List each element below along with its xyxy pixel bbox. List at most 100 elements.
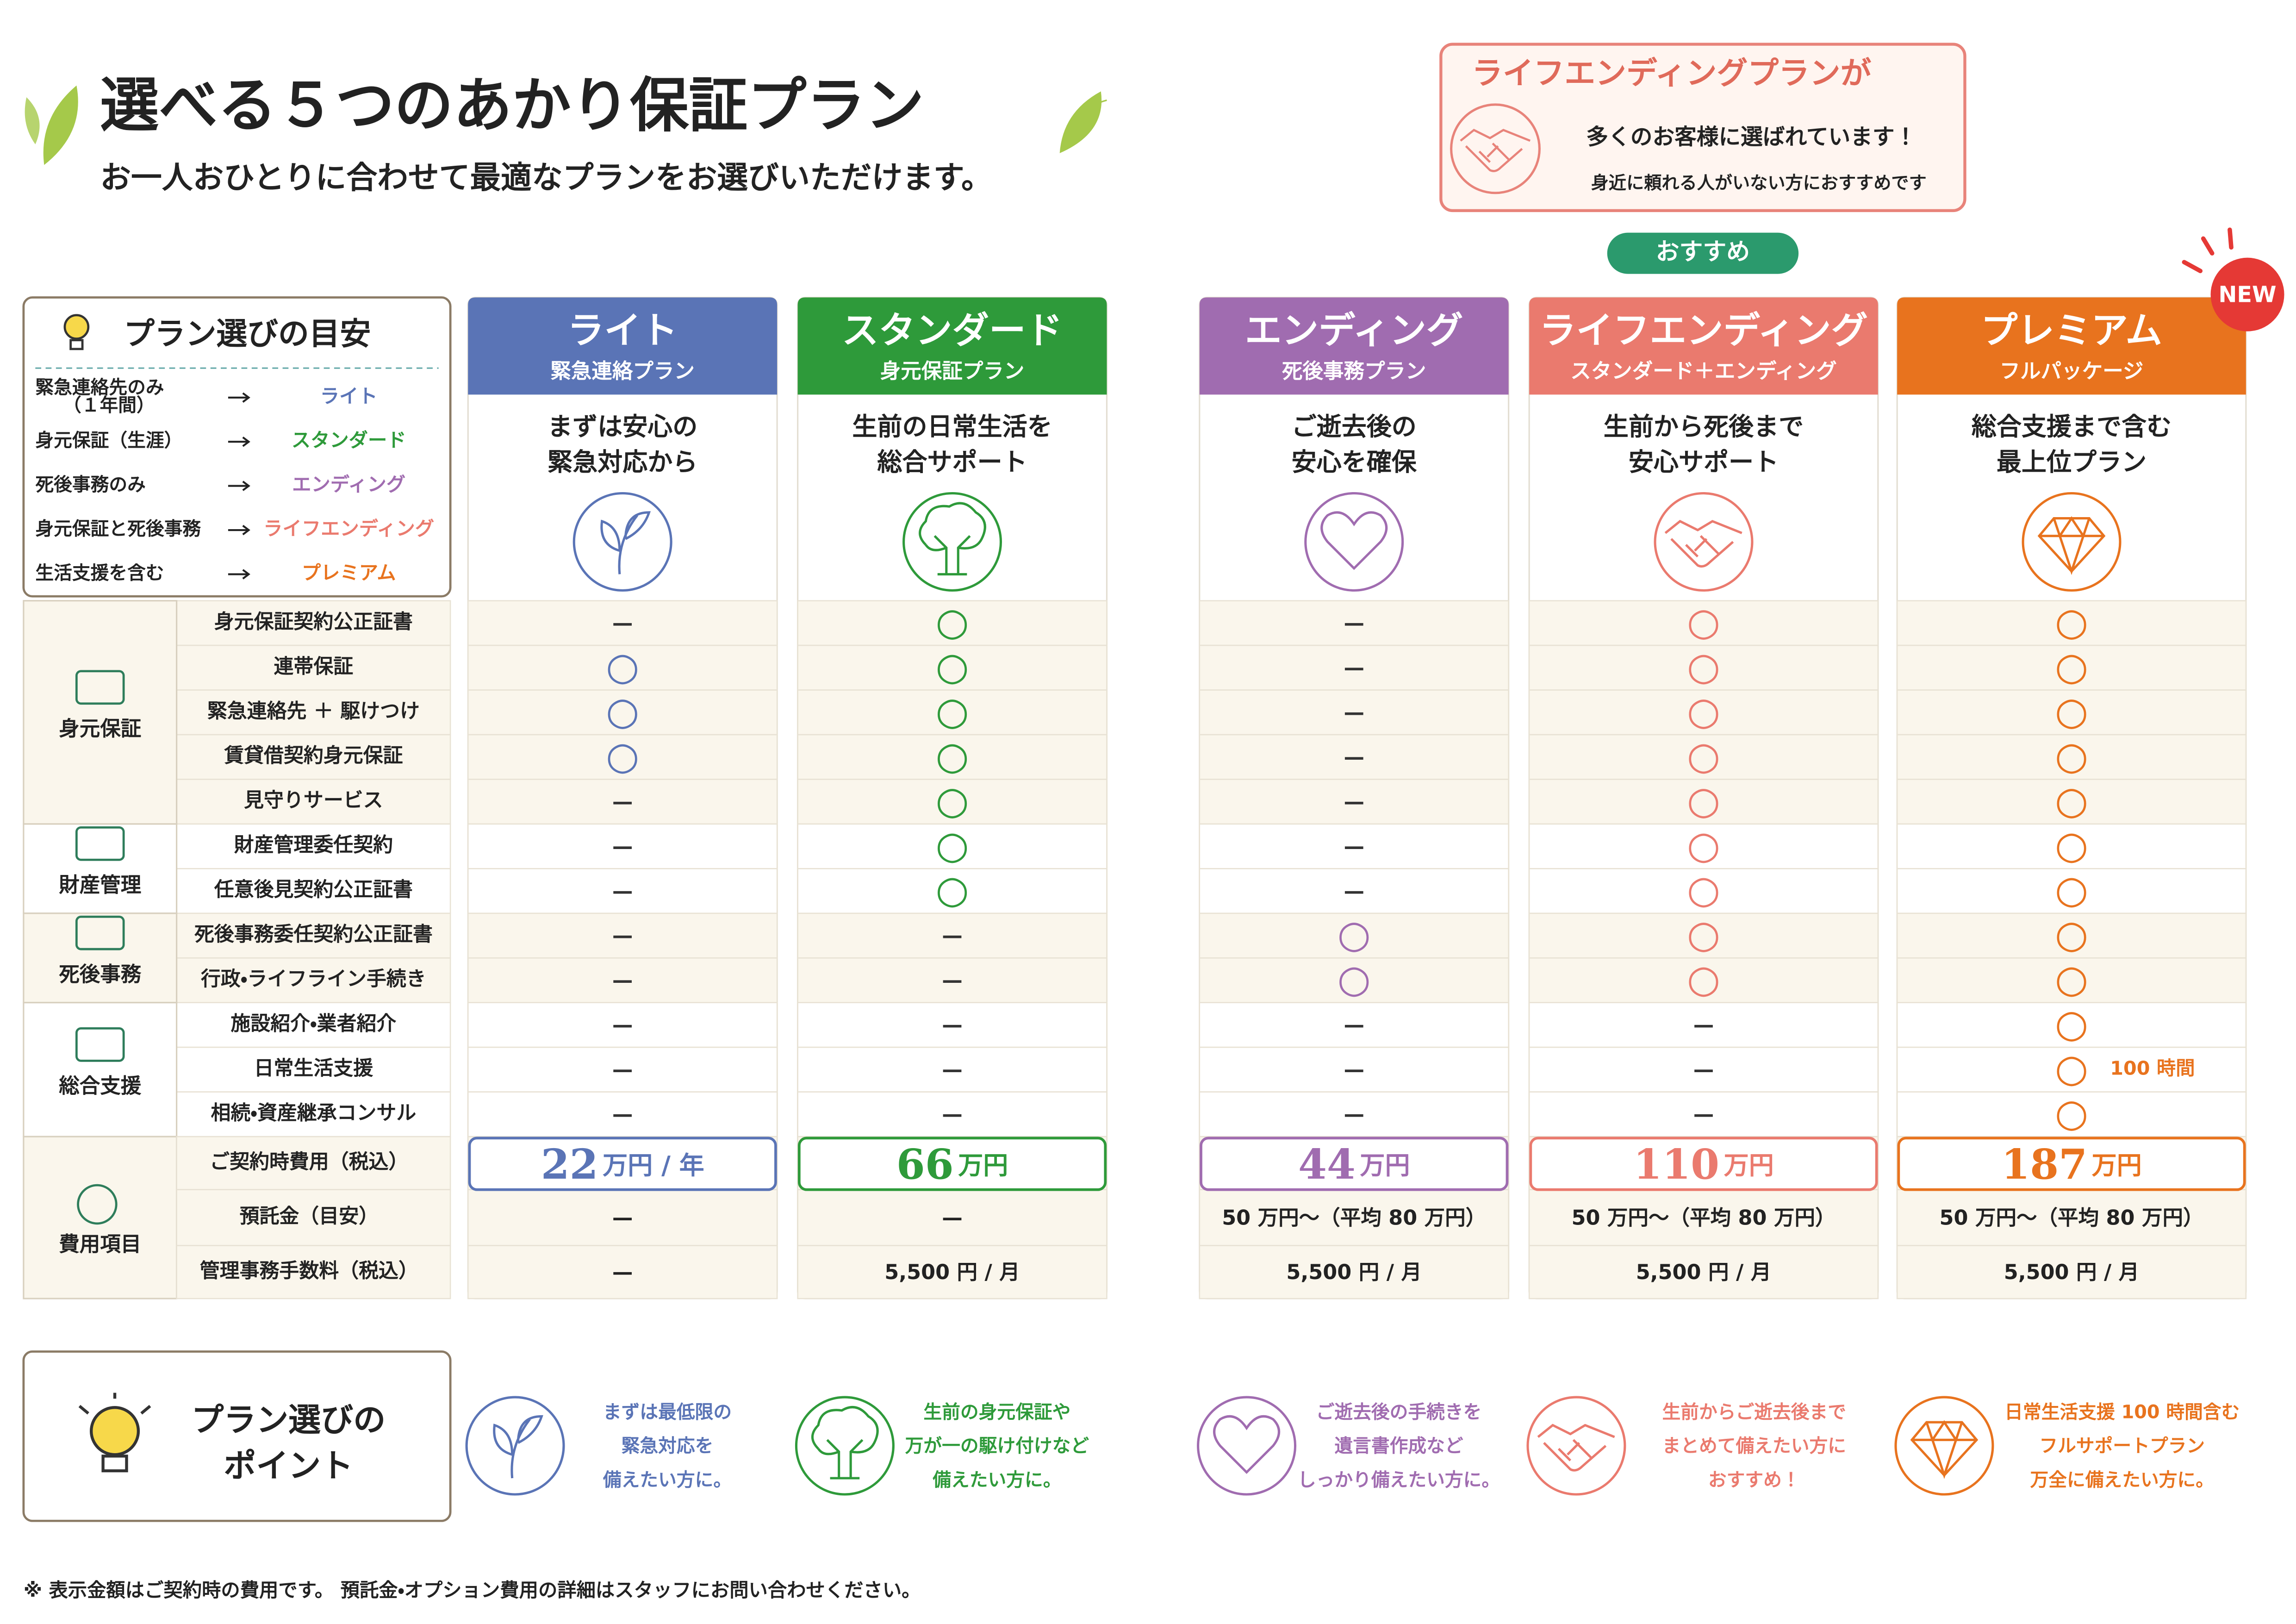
item-name: 日常生活支援: [254, 1057, 374, 1080]
item-name: 施設紹介・業者紹介: [230, 1012, 396, 1035]
price-box: [1200, 1137, 1509, 1191]
row-band: [176, 1189, 451, 1246]
point-text: おすすめ！: [1708, 1469, 1800, 1491]
bulb-icon: [63, 314, 90, 350]
excluded-mark: —: [612, 835, 633, 858]
plan-header: [1897, 297, 2246, 395]
included-mark: ○: [1687, 689, 1720, 733]
included-mark: ○: [2055, 823, 2088, 868]
item-name: 相続・資産継承コンサル: [211, 1101, 416, 1124]
category-cell: [23, 1002, 178, 1137]
item-note: 100 時間: [2110, 1057, 2195, 1079]
icon-ring: [902, 492, 1002, 592]
row-band: [467, 689, 778, 736]
plan-header: [468, 297, 778, 395]
deposit: 50 万円〜（平均 80 万円）: [1571, 1206, 1836, 1230]
deposit: —: [942, 1206, 963, 1230]
icon-shape: [1320, 511, 1388, 570]
category-cell: [23, 600, 178, 825]
row-band: [467, 1091, 778, 1137]
row-band: [176, 1245, 451, 1299]
included-mark: ○: [1338, 912, 1371, 957]
point-text: まずは最低限の: [603, 1402, 732, 1423]
row-band: [176, 957, 451, 1004]
guide-plan: エンディング: [292, 474, 405, 496]
row-band: [467, 644, 778, 691]
point-text: ご逝去後の手続きを: [1316, 1402, 1482, 1423]
deposit: —: [612, 1206, 633, 1230]
row-band: [176, 644, 451, 691]
row-band: [1896, 1002, 2247, 1048]
included-mark: ○: [2055, 957, 2088, 1001]
row-band: [1896, 823, 2247, 869]
point-text: 生前の身元保証や: [923, 1402, 1070, 1423]
management-fee: —: [612, 1261, 633, 1284]
excluded-mark: —: [612, 1103, 633, 1126]
icon-ring: [465, 1396, 565, 1496]
row-band: [1199, 957, 1509, 1004]
included-mark: ○: [2055, 734, 2088, 778]
row-band: [1528, 957, 1879, 1004]
included-mark: ○: [606, 734, 639, 778]
plan-subtitle: 死後事務プラン: [1282, 360, 1426, 383]
included-mark: ○: [1687, 957, 1720, 1001]
price: 66 万円: [896, 1140, 1008, 1188]
price: 187 万円: [2001, 1140, 2141, 1188]
item-name: 賃貸借契約身元保証: [224, 744, 403, 768]
plan-name: スタンダード: [842, 309, 1063, 352]
category-icon: [75, 1027, 125, 1062]
excluded-mark: —: [1344, 1013, 1364, 1037]
excluded-mark: —: [942, 1013, 963, 1037]
plan-icon: [902, 492, 1002, 592]
row-band: [797, 823, 1108, 869]
row-band: [1896, 600, 2247, 646]
excluded-mark: —: [612, 1013, 633, 1037]
ray: [2182, 260, 2203, 274]
price-box: [797, 1137, 1107, 1191]
point-text: 万が一の駆け付けなど: [905, 1436, 1089, 1457]
category-name: 総合支援: [59, 1074, 142, 1098]
row-band: [1896, 1189, 2247, 1246]
plan-tagline: 安心を確保: [1292, 448, 1417, 477]
row-band: [797, 1046, 1108, 1093]
recommend-badge: [1607, 232, 1799, 274]
row-band: [797, 734, 1108, 780]
included-mark: ○: [2055, 689, 2088, 733]
management-fee: 5,500 円 / 月: [1636, 1261, 1772, 1284]
deposit: 50 万円〜（平均 80 万円）: [1222, 1206, 1486, 1230]
row-band: [1199, 600, 1509, 646]
point-text: 日常生活支援 100 時間含む: [2004, 1402, 2240, 1423]
excluded-mark: —: [1344, 1058, 1364, 1082]
category-cell: [23, 1136, 178, 1299]
point-text: 遺言書作成など: [1334, 1436, 1463, 1457]
category-icon: [77, 1184, 118, 1225]
plan-tagline: まずは安心の: [548, 412, 697, 441]
included-mark: ○: [1687, 600, 1720, 644]
point-text: 備えたい方に。: [603, 1469, 732, 1491]
item-name: 死後事務委任契約公正証書: [194, 923, 433, 946]
icon-ring: [2022, 492, 2122, 592]
row-band: [1528, 1189, 1879, 1246]
guide-plan: スタンダード: [292, 429, 406, 451]
item-name: 身元保証契約公正証書: [214, 610, 413, 633]
plan-subtitle: スタンダード＋エンディング: [1570, 360, 1837, 383]
price-number: 44: [1298, 1140, 1356, 1188]
price-box: [1897, 1137, 2246, 1191]
guide-need: 身元保証（生涯）: [35, 430, 182, 451]
excluded-mark: —: [1344, 745, 1364, 769]
included-mark: ○: [1687, 868, 1720, 912]
icon-ring: [1894, 1396, 1994, 1496]
included-mark: ○: [2055, 1046, 2088, 1091]
icon-ring: [1654, 492, 1754, 592]
guide-need: 緊急連絡先のみ: [35, 377, 164, 398]
price-box: [1529, 1137, 1878, 1191]
icon-ring: [795, 1396, 895, 1496]
included-mark: ○: [1338, 957, 1371, 1001]
icon-shape: [1460, 129, 1531, 172]
row-band: [1199, 689, 1509, 736]
row-band: [176, 912, 451, 959]
row-band: [1199, 912, 1509, 959]
new-badge-text: NEW: [2219, 282, 2277, 307]
